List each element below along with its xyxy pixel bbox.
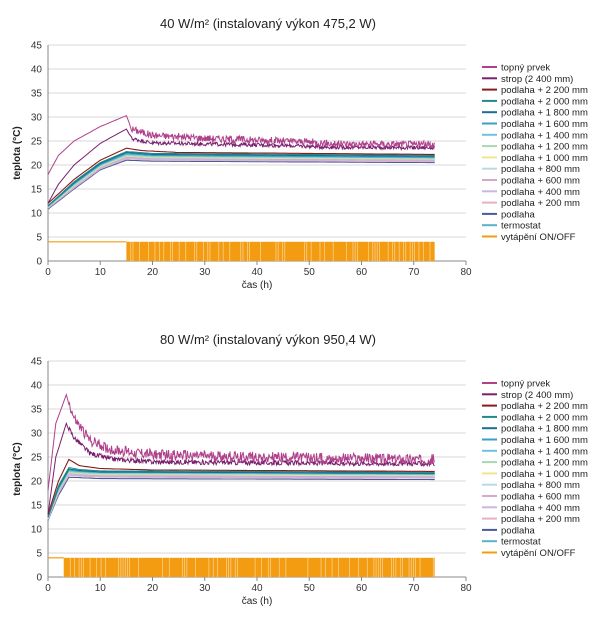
legend-label: podlaha + 2 200 mm: [501, 85, 588, 96]
legend-label: podlaha + 1 400 mm: [501, 446, 588, 457]
y-axis-label: teplota (°C): [12, 126, 23, 179]
chart-title: 80 W/m² (instalovaný výkon 950,4 W): [160, 332, 376, 347]
x-tick-label: 70: [408, 267, 420, 278]
legend-label: podlaha + 1 200 mm: [501, 142, 588, 153]
legend-label: podlaha + 2 000 mm: [501, 96, 588, 107]
legend-label: podlaha + 1 800 mm: [501, 424, 588, 435]
legend-label: podlaha + 1 000 mm: [501, 153, 588, 164]
series-line: [47, 473, 435, 520]
y-tick-label: 30: [31, 429, 43, 440]
legend-label: podlaha: [501, 209, 536, 220]
legend-label: podlaha + 1 200 mm: [501, 458, 588, 469]
legend-label: podlaha + 400 mm: [501, 187, 580, 198]
legend-label: podlaha + 1 400 mm: [501, 130, 588, 141]
x-tick-label: 30: [199, 267, 211, 278]
x-tick-label: 0: [45, 583, 51, 594]
x-tick-label: 10: [95, 583, 107, 594]
series-line: [47, 151, 435, 207]
series-line: [47, 474, 435, 520]
x-tick-label: 0: [45, 267, 51, 278]
x-tick-label: 50: [304, 583, 316, 594]
legend-label: podlaha + 200 mm: [501, 514, 580, 525]
y-tick-label: 5: [36, 549, 42, 560]
legend-label: podlaha: [501, 525, 536, 536]
x-tick-label: 30: [199, 583, 211, 594]
x-tick-label: 20: [147, 267, 159, 278]
y-tick-label: 30: [31, 113, 43, 124]
legend-label: vytápění ON/OFF: [501, 548, 576, 559]
legend-label: strop (2 400 mm): [501, 74, 573, 85]
y-tick-label: 25: [31, 453, 43, 464]
series-line: [47, 476, 435, 521]
y-tick-label: 35: [31, 89, 43, 100]
series-line: [47, 466, 435, 518]
y-tick-label: 5: [36, 233, 42, 244]
y-tick-label: 15: [31, 501, 43, 512]
x-tick-label: 10: [95, 267, 107, 278]
chart-80w: 80 W/m² (instalovaný výkon 950,4 W) 0 5 10 1…: [12, 332, 588, 607]
x-tick-label: 20: [147, 583, 159, 594]
series-line: [47, 156, 435, 209]
series-line: [47, 152, 435, 207]
legend-label: podlaha + 1 800 mm: [501, 108, 588, 119]
y-tick-label: 45: [31, 41, 43, 52]
legend-label: podlaha + 600 mm: [501, 176, 580, 187]
legend-label: podlaha + 1 600 mm: [501, 119, 588, 130]
y-tick-label: 0: [36, 573, 42, 584]
heating-on-block: [63, 557, 435, 577]
x-tick-label: 60: [356, 583, 368, 594]
legend-label: podlaha + 600 mm: [501, 492, 580, 503]
legend-label: podlaha + 400 mm: [501, 503, 580, 514]
series-line: [47, 159, 435, 210]
legend-label: topný prvek: [501, 63, 550, 74]
legend-label: podlaha + 200 mm: [501, 198, 580, 209]
series-line: [47, 157, 435, 209]
series-line: [47, 468, 435, 518]
y-tick-label: 20: [31, 477, 43, 488]
chart-title: 40 W/m² (instalovaný výkon 475,2 W): [160, 16, 376, 31]
legend-label: topný prvek: [501, 379, 550, 390]
series-line: [47, 151, 435, 207]
legend-label: podlaha + 1 600 mm: [501, 435, 588, 446]
x-tick-label: 80: [460, 267, 472, 278]
series-line: [47, 128, 435, 204]
y-tick-label: 10: [31, 525, 43, 536]
legend-label: termostat: [501, 537, 541, 548]
y-tick-label: 40: [31, 381, 43, 392]
legend-label: podlaha + 800 mm: [501, 480, 580, 491]
y-tick-label: 45: [31, 357, 43, 368]
series-line: [47, 147, 435, 204]
series-line: [47, 392, 435, 491]
legend-label: podlaha + 2 200 mm: [501, 401, 588, 412]
legend-label: podlaha + 1 000 mm: [501, 469, 588, 480]
series-line: [47, 114, 435, 175]
y-tick-label: 25: [31, 137, 43, 148]
series-line: [47, 458, 435, 515]
series-line: [47, 471, 435, 519]
x-tick-label: 50: [304, 267, 316, 278]
y-tick-label: 10: [31, 209, 43, 220]
x-tick-label: 40: [251, 267, 263, 278]
x-axis-label: čas (h): [242, 596, 273, 607]
y-tick-label: 0: [36, 257, 42, 268]
y-tick-label: 20: [31, 161, 43, 172]
series-line: [47, 474, 435, 520]
chart-40w: 40 W/m² (instalovaný výkon 475,2 W) 0 5 10 1…: [12, 16, 588, 291]
x-tick-label: 40: [251, 583, 263, 594]
y-axis-label: teplota (°C): [12, 442, 23, 495]
y-tick-label: 40: [31, 65, 43, 76]
legend-label: podlaha + 800 mm: [501, 164, 580, 175]
legend-label: strop (2 400 mm): [501, 390, 573, 401]
series-line: [47, 421, 435, 515]
y-tick-label: 15: [31, 185, 43, 196]
y-tick-label: 35: [31, 405, 43, 416]
x-tick-label: 70: [408, 583, 420, 594]
legend-label: termostat: [501, 221, 541, 232]
x-tick-label: 60: [356, 267, 368, 278]
legend-label: vytápění ON/OFF: [501, 232, 576, 243]
x-tick-label: 80: [460, 583, 472, 594]
legend-label: podlaha + 2 000 mm: [501, 412, 588, 423]
x-axis-label: čas (h): [242, 280, 273, 291]
